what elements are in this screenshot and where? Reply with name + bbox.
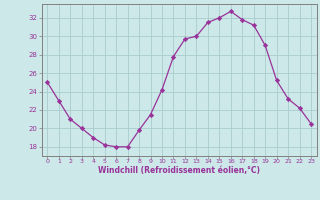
- X-axis label: Windchill (Refroidissement éolien,°C): Windchill (Refroidissement éolien,°C): [98, 166, 260, 175]
